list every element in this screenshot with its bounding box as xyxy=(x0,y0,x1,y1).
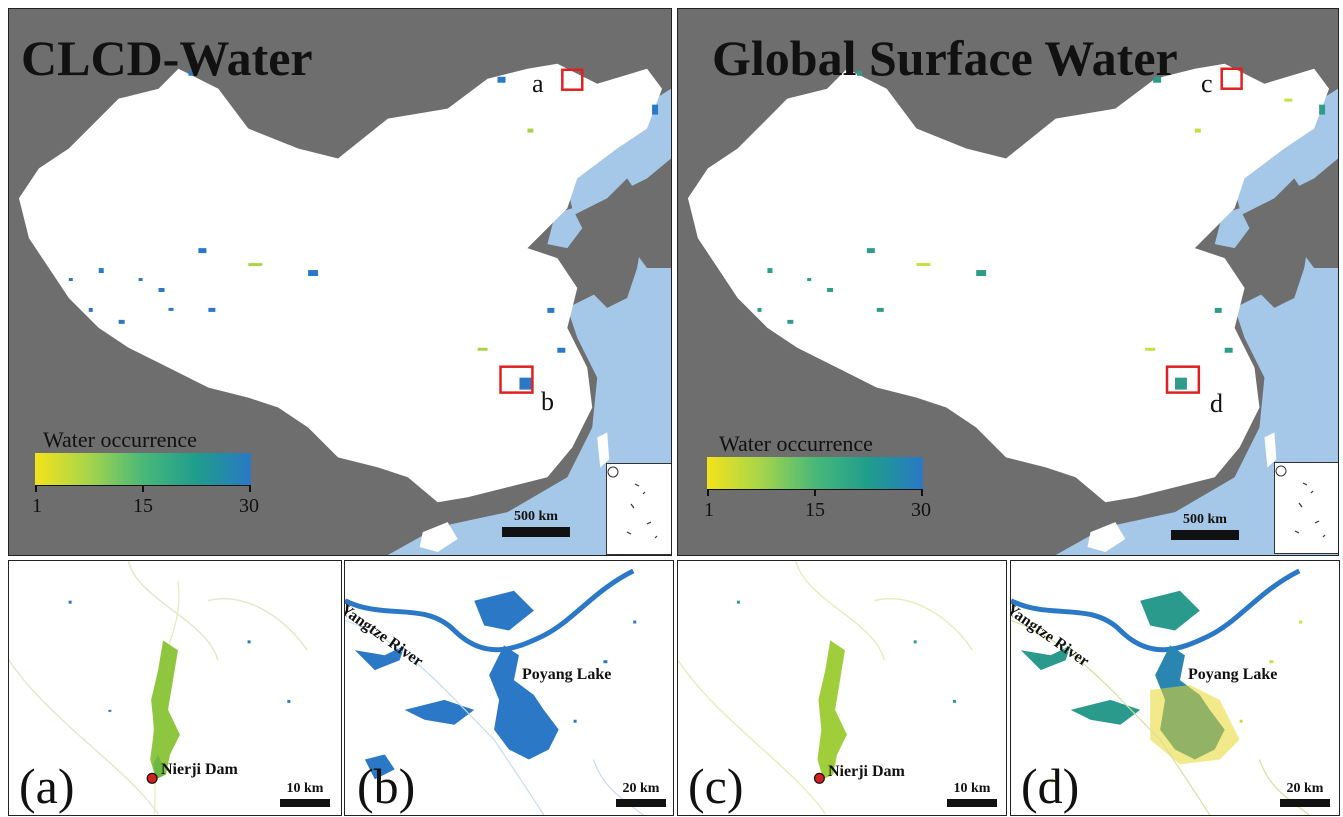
scale-bar: 500 km xyxy=(501,509,571,537)
lake-label-poyang: Poyang Lake xyxy=(522,666,612,683)
map-title: Global Surface Water xyxy=(712,30,1178,86)
map-detail-d: Yangtze River Poyang Lake (d) 20 km xyxy=(1010,560,1340,816)
legend-tick-1: 1 xyxy=(704,499,714,521)
map-global-surface-water: Global Surface Water c d Water occurrenc… xyxy=(677,8,1339,556)
box-label-d: d xyxy=(1210,389,1223,418)
scale-bar: 20 km xyxy=(1277,781,1333,807)
place-label-nierji-dam: Nierji Dam xyxy=(161,761,238,778)
legend-title: Water occurrence xyxy=(719,431,873,456)
water-occurrence-legend: Water occurrence 1 15 30 xyxy=(32,427,259,517)
map-title: CLCD-Water xyxy=(21,30,313,86)
legend-color-ramp xyxy=(707,457,923,489)
panel-letter-d: (d) xyxy=(1021,758,1080,814)
nierji-reservoir-map-a xyxy=(9,561,308,815)
box-label-c: c xyxy=(1201,69,1213,98)
south-china-sea-inset xyxy=(606,463,671,555)
scale-label: 500 km xyxy=(514,509,558,524)
lake-label-poyang: Poyang Lake xyxy=(1188,666,1278,683)
legend-title: Water occurrence xyxy=(43,427,197,452)
scale-bar: 500 km xyxy=(1170,512,1240,540)
legend-color-ramp xyxy=(35,453,251,485)
water-occurrence-legend: Water occurrence 1 15 30 xyxy=(704,431,931,521)
scale-label: 10 km xyxy=(953,781,991,796)
legend-axis: 1 15 30 xyxy=(704,489,931,521)
legend-tick-15: 15 xyxy=(805,499,825,521)
poyang-lake-map-b xyxy=(345,568,644,815)
poyang-lake-map-d xyxy=(1011,568,1310,815)
panel-letter-a: (a) xyxy=(19,758,75,814)
box-label-b: b xyxy=(541,387,554,416)
scale-bar: 20 km xyxy=(613,781,669,807)
scale-bar: 10 km xyxy=(277,781,333,807)
scale-bar-line xyxy=(502,527,570,537)
map-clcd-water: CLCD-Water a b Water occurrence 1 15 30 … xyxy=(8,8,672,556)
map-detail-b: Yangtze River Poyang Lake (b) 20 km xyxy=(344,560,674,816)
legend-tick-30: 30 xyxy=(239,495,259,517)
place-label-nierji-dam: Nierji Dam xyxy=(828,763,905,780)
scale-bar: 10 km xyxy=(944,781,1000,807)
scale-label: 20 km xyxy=(622,781,660,796)
scale-label: 20 km xyxy=(1286,781,1324,796)
map-detail-a: (a) Nierji Dam 10 km xyxy=(8,560,342,816)
scale-bar-line xyxy=(1280,799,1330,807)
scale-label: 500 km xyxy=(1183,512,1227,527)
scale-bar-line xyxy=(947,799,997,807)
nierji-reservoir-map-c xyxy=(678,561,974,815)
panel-letter-c: (c) xyxy=(688,758,744,814)
map-detail-c: (c) Nierji Dam 10 km xyxy=(677,560,1007,816)
box-label-a: a xyxy=(532,69,544,98)
scale-bar-line xyxy=(616,799,666,807)
panel-letter-b: (b) xyxy=(357,758,416,814)
south-china-sea-inset xyxy=(1274,462,1338,554)
scale-label: 10 km xyxy=(286,781,324,796)
scale-bar-line xyxy=(280,799,330,807)
legend-tick-15: 15 xyxy=(133,495,153,517)
legend-axis: 1 15 30 xyxy=(32,485,259,517)
legend-tick-30: 30 xyxy=(911,499,931,521)
scale-bar-line xyxy=(1171,530,1239,540)
legend-tick-1: 1 xyxy=(32,495,42,517)
